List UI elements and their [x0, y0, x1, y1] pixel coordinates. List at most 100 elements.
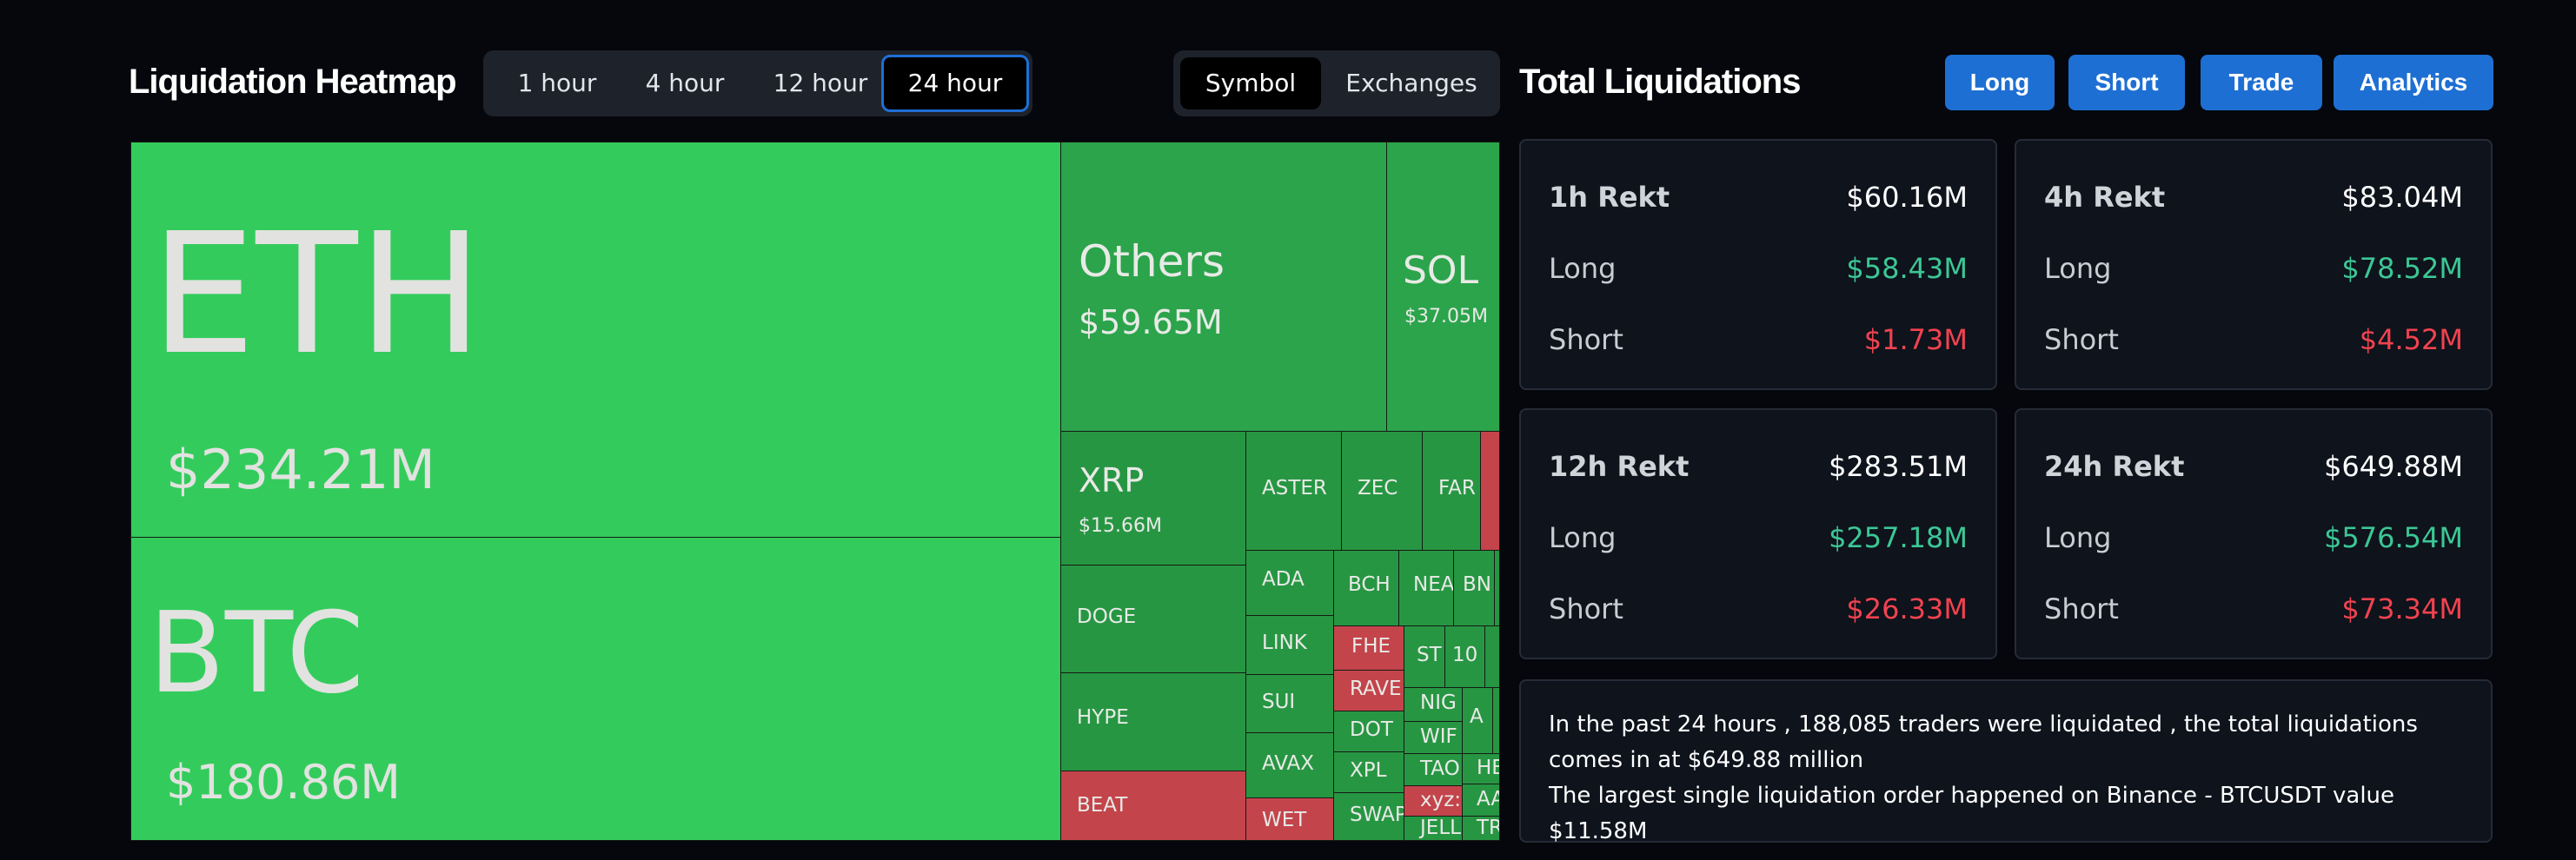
- cell-label: SWAP: [1350, 804, 1404, 826]
- short-label: Short: [1549, 592, 1623, 625]
- cell-label: FHE: [1351, 635, 1391, 658]
- treemap-cell[interactable]: A: [1462, 687, 1493, 754]
- short-label: Short: [1549, 323, 1623, 356]
- treemap-cell-xrp[interactable]: XRP $15.66M: [1060, 431, 1246, 566]
- treemap-cell[interactable]: SWAP: [1333, 792, 1404, 841]
- treemap-cell[interactable]: SUI: [1245, 674, 1334, 733]
- treemap-cell[interactable]: NEA: [1398, 550, 1454, 626]
- short-button[interactable]: Short: [2068, 55, 2185, 110]
- treemap-cell[interactable]: LINK: [1245, 615, 1334, 675]
- btc-label: BTC: [149, 589, 364, 718]
- treemap-cell[interactable]: [1480, 431, 1500, 551]
- treemap-cell[interactable]: XPL: [1333, 751, 1404, 793]
- treemap-cell-btc[interactable]: BTC $180.86M: [130, 537, 1061, 841]
- treemap-cell[interactable]: RAVE: [1333, 670, 1404, 711]
- treemap-cell[interactable]: WIF: [1404, 721, 1463, 754]
- treemap-cell[interactable]: AVAX: [1245, 732, 1334, 798]
- cell-label: A: [1470, 705, 1484, 728]
- treemap-cell[interactable]: FAR: [1422, 431, 1481, 551]
- treemap-cell[interactable]: [1494, 550, 1500, 626]
- treemap-cell[interactable]: NIG: [1404, 687, 1463, 722]
- long-value: $257.18M: [1829, 521, 1968, 554]
- total-value: $649.88M: [2324, 450, 2463, 483]
- cell-label: TR: [1477, 817, 1499, 839]
- treemap-cell[interactable]: BN: [1453, 550, 1495, 626]
- long-button[interactable]: Long: [1945, 55, 2055, 110]
- cell-label: DOT: [1350, 718, 1393, 741]
- total-value: $60.16M: [1846, 181, 1968, 214]
- treemap-cell[interactable]: [1484, 625, 1500, 688]
- treemap-cell[interactable]: TR: [1462, 816, 1500, 841]
- cell-label: RAVE: [1350, 678, 1402, 700]
- treemap-cell[interactable]: [1492, 687, 1500, 754]
- treemap-cell[interactable]: ADA: [1245, 550, 1334, 616]
- liquidation-treemap: ETH $234.21M BTC $180.86M Others $59.65M…: [130, 142, 1500, 841]
- heatmap-title: Liquidation Heatmap: [129, 63, 457, 101]
- summary-line-2: The largest single liquidation order hap…: [1549, 783, 2395, 844]
- cell-label: TAO: [1420, 757, 1460, 780]
- cell-label: xyz:: [1420, 789, 1462, 811]
- tab-symbol[interactable]: Symbol: [1180, 57, 1321, 109]
- analytics-button[interactable]: Analytics: [2334, 55, 2493, 110]
- treemap-cell[interactable]: xyz:: [1404, 785, 1463, 817]
- total-value: $83.04M: [2341, 181, 2463, 214]
- treemap-cell[interactable]: HE: [1462, 753, 1500, 784]
- tab-1-hour[interactable]: 1 hour: [517, 69, 597, 97]
- treemap-cell-others[interactable]: Others $59.65M: [1060, 142, 1387, 432]
- treemap-cell[interactable]: FHE: [1333, 625, 1404, 671]
- treemap-cell-eth[interactable]: ETH $234.21M: [130, 142, 1061, 538]
- cell-label: ST: [1417, 644, 1442, 666]
- rekt-card-12h: 12h Rekt $283.51M Long $257.18M Short $26.3…: [1519, 408, 1997, 659]
- totals-title: Total Liquidations: [1519, 63, 1801, 101]
- cell-label: HE: [1477, 757, 1499, 779]
- short-label: Short: [2044, 323, 2119, 356]
- treemap-cell[interactable]: DOT: [1333, 711, 1404, 752]
- tab-exchanges[interactable]: Exchanges: [1345, 69, 1477, 97]
- period-label: 12h Rekt: [1549, 450, 1690, 483]
- treemap-cell-sol[interactable]: SOL $37.05M: [1386, 142, 1500, 432]
- cell-label: ZEC: [1358, 477, 1398, 499]
- treemap-cell[interactable]: TAO: [1404, 753, 1463, 786]
- eth-label: ETH: [150, 198, 483, 392]
- tab-12-hour[interactable]: 12 hour: [773, 69, 868, 97]
- short-label: Short: [2044, 592, 2119, 625]
- cell-label: ADA: [1262, 568, 1305, 591]
- treemap-cell[interactable]: DOGE: [1060, 565, 1246, 673]
- long-value: $58.43M: [1846, 252, 1968, 285]
- cell-label: BEAT: [1077, 794, 1128, 817]
- long-label: Long: [2044, 252, 2112, 285]
- short-value: $26.33M: [1846, 592, 1968, 625]
- short-value: $4.52M: [2359, 323, 2463, 356]
- treemap-cell[interactable]: AA: [1462, 784, 1500, 817]
- cell-label: AA: [1477, 788, 1499, 810]
- treemap-cell[interactable]: WET: [1245, 797, 1334, 841]
- period-label: 4h Rekt: [2044, 181, 2166, 214]
- treemap-cell[interactable]: JELL: [1404, 816, 1463, 841]
- treemap-cell[interactable]: BCH: [1333, 550, 1399, 626]
- rekt-card-4h: 4h Rekt $83.04M Long $78.52M Short $4.52M: [2015, 139, 2493, 390]
- cell-label: WIF: [1420, 725, 1457, 748]
- xrp-value: $15.66M: [1079, 515, 1162, 537]
- trade-button[interactable]: Trade: [2201, 55, 2322, 110]
- treemap-cell[interactable]: BEAT: [1060, 771, 1246, 841]
- total-value: $283.51M: [1829, 450, 1968, 483]
- cell-label: 10: [1452, 644, 1478, 666]
- treemap-cell[interactable]: ST: [1404, 625, 1445, 688]
- cell-label: SUI: [1262, 691, 1296, 713]
- cell-label: BCH: [1348, 573, 1391, 596]
- treemap-cell[interactable]: 10: [1444, 625, 1485, 688]
- eth-value: $234.21M: [166, 438, 435, 501]
- cell-label: XPL: [1350, 759, 1387, 782]
- cell-label: ASTER: [1262, 477, 1327, 499]
- treemap-cell[interactable]: ASTER: [1245, 431, 1342, 551]
- tab-4-hour[interactable]: 4 hour: [645, 69, 725, 97]
- treemap-cell[interactable]: ZEC: [1341, 431, 1423, 551]
- sol-value: $37.05M: [1404, 306, 1488, 327]
- treemap-cell[interactable]: HYPE: [1060, 672, 1246, 771]
- tab-24-hour[interactable]: 24 hour: [881, 55, 1029, 112]
- short-value: $1.73M: [1863, 323, 1968, 356]
- cell-label: AVAX: [1262, 752, 1315, 775]
- liquidation-summary: In the past 24 hours , 188,085 traders w…: [1519, 679, 2493, 844]
- time-range-tabs: 1 hour 4 hour 12 hour 24 hour: [483, 50, 1032, 116]
- cell-label: JELL: [1420, 817, 1461, 839]
